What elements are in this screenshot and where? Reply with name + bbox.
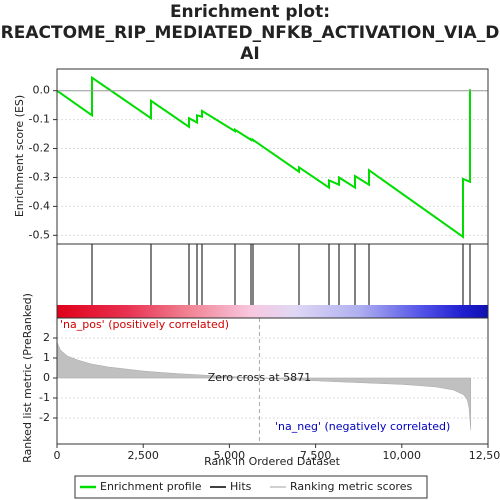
y-tick-label: 1: [43, 351, 50, 364]
y-tick-label: 0.0: [33, 84, 51, 97]
neg-label: 'na_neg' (negatively correlated): [275, 420, 450, 433]
y-tick-label: -0.5: [29, 228, 50, 241]
plot-frame: [56, 317, 489, 445]
x-tick-label: 0: [54, 449, 61, 462]
x-axis-label: Rank in Ordered Dataset: [204, 455, 341, 468]
y-axis-label: Ranked list metric (PreRanked): [21, 293, 34, 463]
y-tick-label: -1: [39, 391, 50, 404]
x-tick-label: 2,500: [127, 449, 159, 462]
y-tick-label: -0.1: [29, 113, 50, 126]
enrichment-line: [56, 75, 471, 239]
legend-label: Enrichment profile: [100, 480, 202, 493]
legend: [74, 475, 428, 499]
x-tick-label: 10,000: [383, 449, 422, 462]
color-bar: [57, 305, 488, 318]
title-line: AI: [240, 44, 259, 64]
y-tick-label: -0.2: [29, 142, 50, 155]
legend-label: Ranking metric scores: [290, 480, 412, 493]
pos-label: 'na_pos' (positively correlated): [60, 318, 229, 331]
zero-cross-label: Zero cross at 5871: [208, 371, 311, 384]
title-line: REACTOME_RIP_MEDIATED_NFKB_ACTIVATION_VI…: [1, 23, 500, 43]
legend-label: Hits: [230, 480, 252, 493]
x-tick-label: 7,500: [300, 449, 332, 462]
metric-area: [56, 341, 472, 431]
x-tick-label: 5,000: [214, 449, 246, 462]
title-line: Enrichment plot:: [170, 2, 330, 22]
y-axis-label: Enrichment score (ES): [13, 95, 26, 217]
y-tick-label: -0.4: [29, 199, 50, 212]
x-tick-label: 12,500: [469, 449, 500, 462]
y-tick-label: -2: [39, 411, 50, 424]
y-tick-label: -0.3: [29, 170, 50, 183]
y-tick-label: 2: [43, 331, 50, 344]
y-tick-label: 0: [43, 371, 50, 384]
